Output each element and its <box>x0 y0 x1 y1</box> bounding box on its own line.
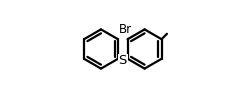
Text: Br: Br <box>119 23 132 36</box>
Text: S: S <box>118 54 127 67</box>
